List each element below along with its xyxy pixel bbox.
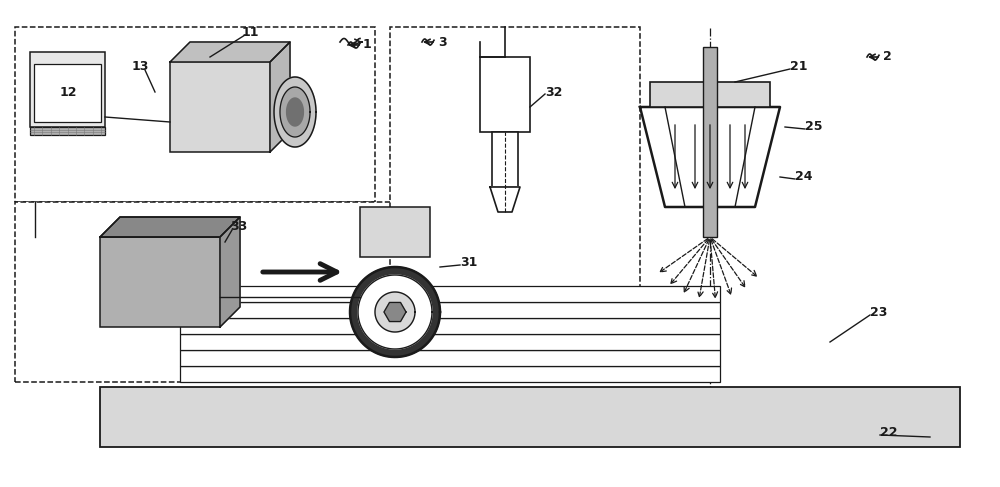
Text: 32: 32 [545, 86, 562, 98]
Bar [180, 302, 720, 318]
Polygon shape [350, 267, 440, 357]
Bar [30, 127, 105, 135]
Bar [180, 318, 720, 334]
Polygon shape [640, 107, 780, 207]
Polygon shape [358, 275, 432, 349]
Bar [480, 57, 530, 132]
Text: 1: 1 [363, 38, 372, 52]
Bar [492, 132, 518, 187]
Text: 2: 2 [883, 51, 892, 63]
Bar [100, 387, 960, 447]
Bar [34, 64, 101, 122]
Polygon shape [375, 292, 415, 332]
Text: 12: 12 [59, 86, 77, 98]
Text: 24: 24 [795, 170, 812, 184]
Bar [180, 286, 720, 302]
Polygon shape [220, 217, 240, 327]
Text: 3: 3 [438, 36, 447, 49]
Text: 31: 31 [460, 256, 477, 268]
Polygon shape [170, 42, 290, 62]
Text: 13: 13 [131, 60, 149, 74]
Bar [100, 237, 220, 327]
Bar [180, 366, 720, 382]
Text: 25: 25 [805, 120, 822, 133]
Bar [180, 334, 720, 350]
Polygon shape [287, 98, 303, 126]
Polygon shape [384, 302, 406, 321]
Bar [170, 62, 270, 152]
Bar [703, 47, 717, 237]
Text: 23: 23 [870, 305, 887, 318]
Bar [360, 207, 430, 257]
Text: 21: 21 [790, 60, 808, 74]
Polygon shape [270, 42, 290, 152]
Polygon shape [280, 87, 310, 137]
Polygon shape [274, 77, 316, 147]
Polygon shape [490, 187, 520, 212]
Text: 11: 11 [241, 25, 259, 38]
Text: 22: 22 [880, 426, 898, 438]
Bar [180, 350, 720, 366]
Polygon shape [100, 217, 240, 237]
Bar [650, 82, 770, 107]
Bar [15, 202, 635, 382]
Bar [390, 27, 640, 307]
Bar [30, 52, 105, 127]
Text: 33: 33 [230, 221, 247, 233]
Bar [15, 27, 375, 202]
